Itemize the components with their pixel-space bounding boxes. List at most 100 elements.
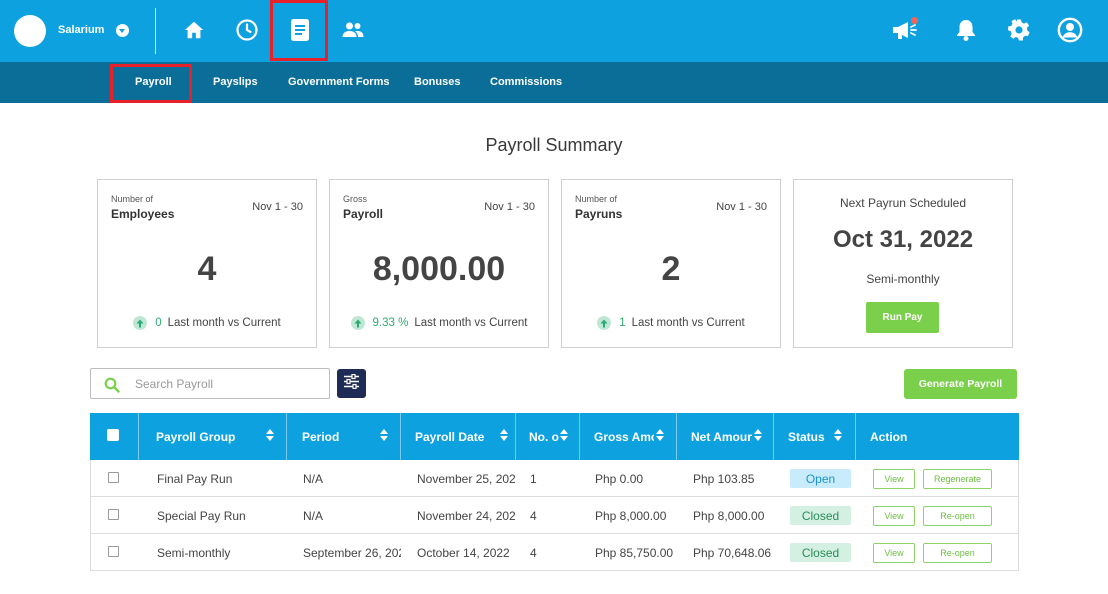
row-checkbox[interactable] [108, 546, 119, 557]
table-row: Special Pay Run N/A November 24, 2022 4 … [90, 497, 1019, 534]
notification-dot [911, 17, 918, 24]
cell-period: N/A [303, 509, 324, 523]
trend-value: 0 [155, 317, 162, 329]
view-button[interactable]: View [873, 469, 915, 489]
divider [855, 413, 856, 460]
sort-icon[interactable] [560, 429, 568, 442]
trend-text: Last month vs Current [414, 317, 528, 329]
search-icon [104, 377, 120, 398]
header-gross-amount[interactable]: Gross Amo [594, 430, 654, 444]
trend-text: Last month vs Current [631, 317, 745, 329]
card-label: Payroll [343, 207, 384, 221]
people-icon[interactable] [339, 16, 367, 44]
header-payroll-date[interactable]: Payroll Date [415, 430, 485, 444]
chevron-down-icon[interactable] [116, 24, 129, 37]
highlight-box [270, 0, 328, 61]
tab-payroll[interactable]: Payroll [135, 76, 172, 88]
gross-payroll-card: Gross Payroll Nov 1 - 30 8,000.00 9.33 %… [329, 179, 549, 348]
gear-icon[interactable] [1005, 16, 1033, 44]
row-checkbox[interactable] [108, 509, 119, 520]
cell-payroll-date: November 24, 2022 [417, 509, 515, 523]
highlight-box [110, 64, 192, 103]
header-status[interactable]: Status [788, 430, 825, 444]
regenerate-button[interactable]: Regenerate [923, 469, 992, 489]
sort-icon[interactable] [656, 429, 664, 442]
sub-navbar: Payroll Payslips Government Forms Bonuse… [0, 62, 1108, 103]
search-input[interactable] [135, 374, 320, 394]
arrow-up-icon [133, 316, 148, 330]
table-header: Payroll Group Period Payroll Date No. o … [90, 413, 1019, 460]
run-pay-button[interactable]: Run Pay [866, 302, 939, 333]
row-checkbox[interactable] [108, 472, 119, 483]
table-row: Final Pay Run N/A November 25, 2022 1 Ph… [90, 460, 1019, 497]
card-label: Employees [111, 207, 175, 221]
cell-payroll-date: November 25, 2022 [417, 472, 515, 486]
sort-icon[interactable] [500, 429, 508, 442]
status-badge: Closed [790, 506, 851, 525]
sort-icon[interactable] [834, 429, 842, 442]
next-payrun-date: Oct 31, 2022 [832, 226, 974, 253]
card-value: 8,000.00 [372, 250, 506, 288]
card-trend: 1 Last month vs Current [562, 316, 780, 330]
status-badge: Open [790, 469, 851, 488]
sort-icon[interactable] [266, 429, 274, 442]
divider [138, 413, 139, 460]
cell-count: 4 [530, 509, 537, 523]
card-value: 2 [661, 250, 681, 288]
megaphone-icon[interactable] [890, 16, 918, 44]
top-navbar: Salarium [0, 0, 1108, 62]
select-all-checkbox[interactable] [107, 429, 119, 441]
divider [579, 413, 580, 460]
tab-bonuses[interactable]: Bonuses [414, 76, 461, 88]
divider [286, 413, 287, 460]
bell-icon[interactable] [952, 16, 980, 44]
sort-icon[interactable] [380, 429, 388, 442]
cell-gross-amount: Php 85,750.00 [595, 546, 674, 560]
trend-value: 9.33 % [372, 317, 409, 329]
search-box [90, 368, 330, 399]
tab-commissions[interactable]: Commissions [490, 76, 563, 88]
view-button[interactable]: View [873, 506, 915, 526]
next-payrun-frequency: Semi-monthly [866, 272, 940, 286]
cell-net-amount: Php 103.85 [693, 472, 755, 486]
cell-gross-amount: Php 0.00 [595, 472, 644, 486]
company-name[interactable]: Salarium [58, 24, 105, 36]
generate-payroll-button[interactable]: Generate Payroll [904, 369, 1017, 399]
next-payrun-card: Next Payrun Scheduled Oct 31, 2022 Semi-… [793, 179, 1013, 348]
sort-icon[interactable] [754, 429, 762, 442]
document-icon[interactable] [286, 16, 314, 44]
reopen-button[interactable]: Re-open [923, 543, 992, 563]
cell-count: 4 [530, 546, 537, 560]
table-row: Semi-monthly September 26, 2022 October … [90, 534, 1019, 571]
reopen-button[interactable]: Re-open [923, 506, 992, 526]
company-avatar[interactable] [14, 15, 46, 47]
cell-gross-amount: Php 8,000.00 [595, 509, 667, 523]
home-icon[interactable] [180, 16, 208, 44]
card-sublabel: Gross [343, 194, 368, 204]
divider [773, 413, 774, 460]
payruns-card: Number of Payruns Nov 1 - 30 2 1 Last mo… [561, 179, 781, 348]
tab-payslips[interactable]: Payslips [213, 76, 258, 88]
tab-government-forms[interactable]: Government Forms [288, 76, 390, 88]
header-action: Action [870, 430, 908, 444]
filter-button[interactable] [337, 369, 366, 398]
trend-text: Last month vs Current [167, 317, 281, 329]
header-net-amount[interactable]: Net Amour [691, 430, 752, 444]
header-number-of-employees[interactable]: No. o [529, 430, 559, 444]
cell-payroll-group: Final Pay Run [157, 472, 233, 486]
arrow-up-icon [597, 316, 612, 330]
card-trend: 9.33 % Last month vs Current [330, 316, 548, 330]
header-period[interactable]: Period [302, 430, 340, 444]
cell-payroll-date: October 14, 2022 [417, 546, 510, 560]
user-icon[interactable] [1056, 16, 1084, 44]
clock-icon[interactable] [233, 16, 261, 44]
cell-period: September 26, 2022 [303, 546, 401, 560]
card-period: Nov 1 - 30 [484, 201, 535, 213]
view-button[interactable]: View [873, 543, 915, 563]
cell-payroll-group: Semi-monthly [157, 546, 231, 560]
header-payroll-group[interactable]: Payroll Group [156, 430, 236, 444]
arrow-up-icon [350, 316, 365, 330]
divider [155, 8, 156, 54]
payroll-table: Payroll Group Period Payroll Date No. o … [90, 413, 1019, 573]
card-trend: 0 Last month vs Current [98, 316, 316, 330]
